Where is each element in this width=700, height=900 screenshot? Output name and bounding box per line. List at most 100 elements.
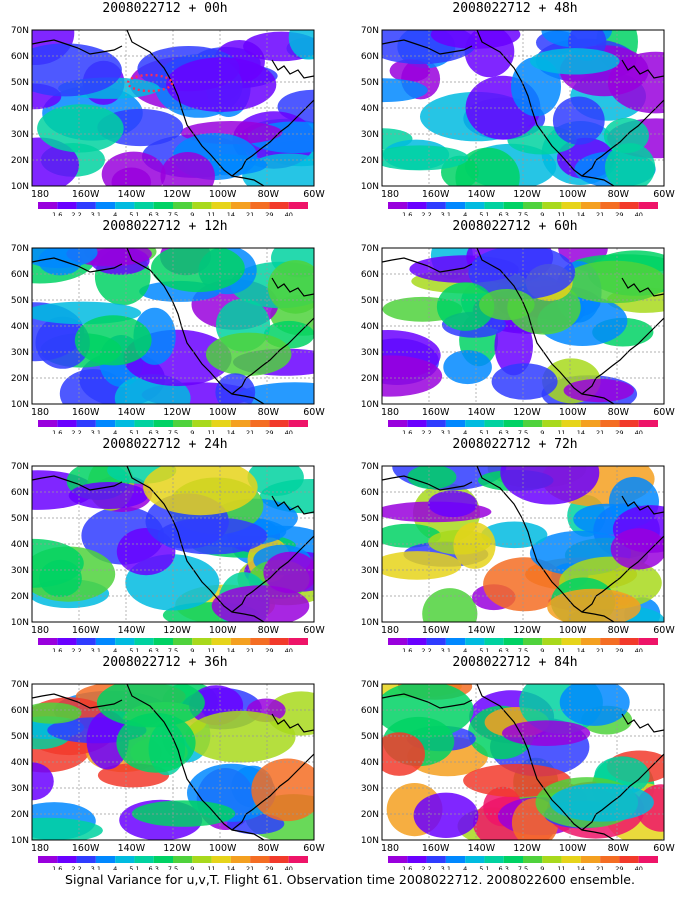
x-tick-label: 80W <box>608 843 630 854</box>
colorbar-segment <box>542 856 562 863</box>
colorbar-segment <box>95 420 116 427</box>
colorbar-level-label: 9 <box>190 865 194 870</box>
colorbar-level-label: 3.1 <box>441 429 451 434</box>
y-tick-label: 70N <box>11 680 29 690</box>
y-tick-label: 60N <box>361 270 379 280</box>
x-tick-label: 80W <box>258 625 280 636</box>
colorbar-level-label: 7.5 <box>518 865 528 870</box>
colorbar-segment <box>388 202 408 209</box>
x-tick-label: 60W <box>653 189 675 200</box>
colorbar-level-label: 4 <box>113 429 117 434</box>
coastline <box>621 495 664 515</box>
variance-field-cell <box>32 762 54 801</box>
coastline <box>126 466 265 622</box>
y-tick-label: 70N <box>11 462 29 472</box>
colorbar-segment <box>426 202 446 209</box>
colorbar-level-label: 29 <box>615 865 623 870</box>
colorbar-segment <box>407 202 427 209</box>
colorbar-level-label: 40 <box>285 865 293 870</box>
colorbar-level-label: 29 <box>265 211 273 216</box>
colorbar-segment <box>542 420 562 427</box>
colorbar-level-label: 4 <box>463 429 467 434</box>
x-tick-label: 180 <box>31 625 49 636</box>
colorbar-segment <box>580 420 601 427</box>
x-tick-label: 160W <box>72 407 100 418</box>
colorbar-level-label: 9 <box>190 211 194 216</box>
colorbar-level-label: 1.6 <box>52 865 62 870</box>
x-tick-label: 100W <box>209 189 237 200</box>
colorbar: 1.6 2.2 3.1 4 5.1 6.3 7.5 9 11 14 21 29 40 <box>38 202 308 216</box>
colorbar-level-label: 21 <box>596 865 604 870</box>
x-tick-label: 160W <box>72 625 100 636</box>
plot-frame <box>381 247 665 405</box>
plot-frame <box>31 683 315 841</box>
coastline <box>382 39 473 55</box>
panel-7: 2008022712 + 84h 10N 20N 30N 40N 50N 60N 70N 180… <box>350 654 680 870</box>
panel-title: 2008022712 + 12h <box>102 219 228 234</box>
x-tick-label: 160W <box>72 843 100 854</box>
x-tick-label: 80W <box>258 189 280 200</box>
variance-field-cell <box>468 248 576 300</box>
coastline <box>382 693 473 709</box>
coastline <box>271 713 314 733</box>
x-tick-label: 80W <box>258 843 280 854</box>
coastline <box>621 59 664 79</box>
variance-field-cell <box>407 466 457 490</box>
colorbar-level-label: 4 <box>113 211 117 216</box>
variance-field-cell <box>382 732 425 776</box>
colorbar-level-label: 5.1 <box>129 865 139 870</box>
colorbar-level-label: 5.1 <box>479 865 489 870</box>
variance-field-cell <box>32 702 82 724</box>
coastline <box>32 257 123 273</box>
colorbar-level-label: 2.2 <box>71 429 81 434</box>
colorbar-segment <box>211 202 231 209</box>
colorbar-level-label: 4 <box>463 211 467 216</box>
colorbar-level-label: 2.2 <box>421 211 431 216</box>
x-tick-label: 100W <box>209 625 237 636</box>
colorbar-segment <box>561 638 581 645</box>
colorbar-level-label: 7.5 <box>518 647 528 652</box>
coastline <box>476 30 615 186</box>
colorbar-segment <box>465 856 485 863</box>
colorbar-level-label: 14 <box>227 647 235 652</box>
colorbar-segment <box>484 856 504 863</box>
colorbar-segment <box>407 420 427 427</box>
panel-3: 2008022712 + 60h 10N 20N 30N 40N 50N 60N 70N 180… <box>350 218 680 434</box>
panel-title: 2008022712 + 60h <box>452 219 578 234</box>
colorbar-level-label: 1.6 <box>52 211 62 216</box>
variance-field-cell <box>413 792 479 838</box>
y-tick-label: 40N <box>11 540 29 550</box>
colorbar-level-label: 4 <box>463 865 467 870</box>
flight-track <box>126 73 174 93</box>
colorbar-level-label: 1.6 <box>402 211 412 216</box>
colorbar-segment <box>388 638 408 645</box>
variance-field-cell <box>530 48 620 75</box>
colorbar-segment <box>76 202 96 209</box>
colorbar-level-label: 2.2 <box>71 865 81 870</box>
x-tick-label: 60W <box>653 625 675 636</box>
x-tick-label: 120W <box>513 189 541 200</box>
colorbar-segment <box>230 202 251 209</box>
colorbar-level-label: 2.2 <box>71 647 81 652</box>
x-tick-label: 60W <box>653 407 675 418</box>
x-tick-label: 100W <box>559 625 587 636</box>
coastline <box>382 257 473 273</box>
coastline <box>476 466 615 622</box>
y-tick-label: 60N <box>361 488 379 498</box>
colorbar-segment <box>134 420 154 427</box>
variance-field-cell <box>143 466 258 516</box>
coastline <box>581 317 664 395</box>
variance-field-cell <box>382 355 443 397</box>
x-tick-label: 140W <box>118 189 146 200</box>
y-tick-label: 40N <box>11 322 29 332</box>
colorbar-level-label: 11 <box>557 865 565 870</box>
variance-field-cell <box>32 43 122 97</box>
y-tick-label: 10N <box>361 182 379 192</box>
colorbar-level-label: 5.1 <box>129 211 139 216</box>
colorbar-level-label: 3.1 <box>441 865 451 870</box>
colorbar-segment <box>638 202 658 209</box>
y-tick-label: 60N <box>11 270 29 280</box>
colorbar-level-label: 40 <box>285 429 293 434</box>
variance-field-cell <box>382 523 441 548</box>
colorbar-segment <box>250 420 270 427</box>
